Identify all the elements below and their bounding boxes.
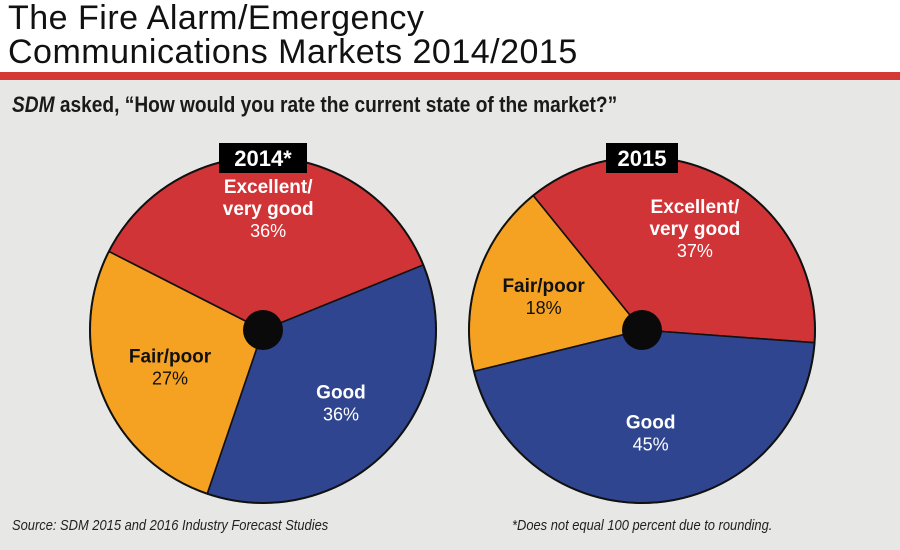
slice-label-name: Good: [316, 383, 366, 404]
title-rule: [0, 72, 900, 80]
page-title: The Fire Alarm/Emergency Communications …: [8, 1, 578, 69]
slice-label-value: 45%: [633, 434, 669, 454]
rounding-footnote: *Does not equal 100 percent due to round…: [512, 517, 773, 534]
pie-center-dot: [622, 310, 662, 350]
survey-question: SDM asked, “How would you rate the curre…: [12, 92, 617, 118]
title-line-2: Communications Markets 2014/2015: [8, 33, 578, 71]
pie-center-dot: [243, 310, 283, 350]
source-note: Source: SDM 2015 and 2016 Industry Forec…: [12, 517, 329, 534]
slice-label-name: Fair/poor: [502, 276, 585, 297]
slice-label-name: Good: [626, 412, 676, 433]
question-source-name: SDM: [12, 92, 55, 117]
year-label: 2015: [618, 146, 667, 171]
slice-label-value: 18%: [526, 298, 562, 318]
slice-label-value: 36%: [323, 405, 359, 425]
slice-label-name: very good: [223, 199, 314, 220]
slice-label-value: 27%: [152, 369, 188, 389]
title-line-1: The Fire Alarm/Emergency: [8, 0, 425, 37]
year-label: 2014*: [234, 146, 292, 171]
title-band: [0, 0, 900, 76]
year-label-box: [606, 143, 678, 173]
question-text: asked, “How would you rate the current s…: [54, 92, 618, 117]
year-label-box: [219, 143, 307, 173]
slice-label-value: 37%: [677, 241, 713, 261]
slice-label-name: very good: [649, 219, 740, 240]
slice-label-name: Excellent/: [651, 197, 740, 218]
slice-label-value: 36%: [250, 221, 286, 241]
slice-label-name: Fair/poor: [129, 347, 212, 368]
slice-label-name: Excellent/: [224, 177, 313, 198]
pie-chart-2014: Excellent/very good36%Good36%Fair/poor27…: [89, 143, 437, 504]
